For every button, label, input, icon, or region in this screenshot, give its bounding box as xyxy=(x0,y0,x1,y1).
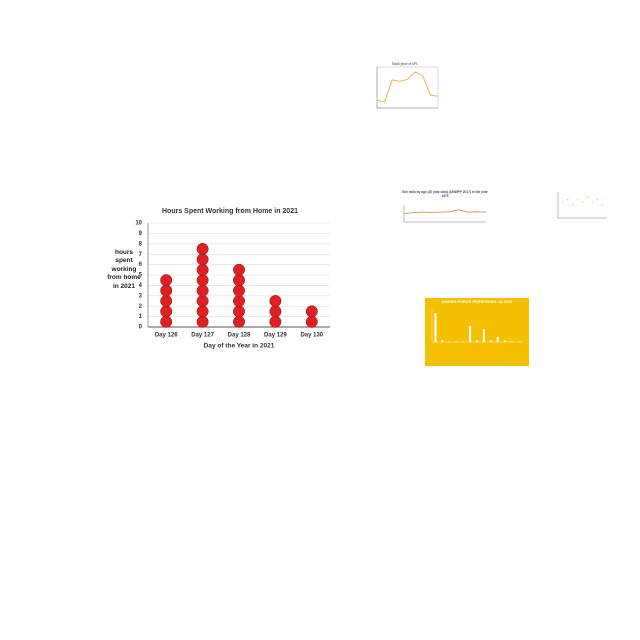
dot xyxy=(196,284,209,297)
x-tick-label: Day 130 xyxy=(300,333,323,339)
x-tick-label: Day 129 xyxy=(264,333,287,339)
dot xyxy=(233,305,245,318)
dot-stack xyxy=(196,243,209,328)
dot xyxy=(160,315,173,328)
point xyxy=(567,199,569,201)
y-tick-label: 0 xyxy=(139,325,143,331)
y-tick-label: 1 xyxy=(139,314,143,320)
bar xyxy=(496,337,499,342)
chart-title: ARMED FORCE PERSONNEL IN 2016 xyxy=(442,299,514,304)
point xyxy=(596,199,598,201)
point xyxy=(572,204,574,206)
chart-title: Stock price of UPL xyxy=(392,62,419,66)
point xyxy=(562,201,564,204)
dot xyxy=(196,315,209,328)
y-tick-label: 9 xyxy=(139,231,143,237)
dot xyxy=(196,274,209,287)
point xyxy=(581,201,584,204)
dot xyxy=(233,315,245,328)
point xyxy=(576,199,579,201)
dot xyxy=(196,263,209,276)
dot-stack xyxy=(233,263,245,328)
x-tick-label: Day 126 xyxy=(155,333,178,339)
y-axis-label-box: hours spent working from home in 2021 xyxy=(107,249,141,290)
bar xyxy=(441,340,444,342)
dot xyxy=(196,253,209,266)
dot xyxy=(160,305,173,318)
dot xyxy=(269,295,282,307)
dot xyxy=(269,305,282,318)
x-axis-label: Day of the Year in 2021 xyxy=(204,343,275,350)
dot-stack xyxy=(269,295,282,328)
line xyxy=(376,71,439,103)
y-tick-label: 7 xyxy=(139,252,143,258)
bar xyxy=(489,340,492,342)
dot xyxy=(233,284,245,297)
point xyxy=(601,204,603,206)
bar xyxy=(475,340,479,342)
dot xyxy=(305,315,318,328)
bar xyxy=(510,341,513,342)
chart-title: Hours Spent Working from Home in 2021 xyxy=(162,208,298,215)
y-tick-label: 2 xyxy=(139,304,143,310)
panel-background xyxy=(425,298,529,366)
dot xyxy=(269,315,282,328)
chart-title: Sex ratio by age (20 year olds) (UNWPP 2… xyxy=(402,190,488,199)
y-tick-label: 5 xyxy=(139,273,143,279)
chart-title-box: Sex ratio by age (20 year olds) (UNWPP 2… xyxy=(402,190,488,199)
dot xyxy=(196,295,209,307)
point xyxy=(591,201,593,204)
y-tick-label: 6 xyxy=(139,262,143,268)
y-tick-label: 10 xyxy=(135,221,142,227)
plot-frame xyxy=(376,66,439,109)
dot-stack xyxy=(305,305,318,328)
dot xyxy=(196,243,209,255)
dot xyxy=(233,274,245,287)
y-axis-label: hours spent working from home in 2021 xyxy=(107,249,141,290)
point xyxy=(586,196,589,198)
bar xyxy=(434,313,437,342)
line xyxy=(403,209,487,214)
dot xyxy=(305,305,318,318)
dot-stack xyxy=(160,274,173,328)
dot xyxy=(160,284,173,297)
dot xyxy=(233,263,245,276)
y-tick-label: 8 xyxy=(139,241,143,247)
dot xyxy=(160,274,173,287)
bar xyxy=(469,326,472,342)
y-tick-label: 3 xyxy=(139,293,143,299)
x-tick-label: Day 127 xyxy=(191,333,214,339)
dot xyxy=(233,295,245,307)
y-tick-label: 4 xyxy=(139,283,143,289)
x-tick-label: Day 128 xyxy=(228,333,251,339)
dot xyxy=(160,295,173,307)
bar xyxy=(503,340,506,342)
bar xyxy=(482,329,485,342)
dot xyxy=(196,305,209,318)
